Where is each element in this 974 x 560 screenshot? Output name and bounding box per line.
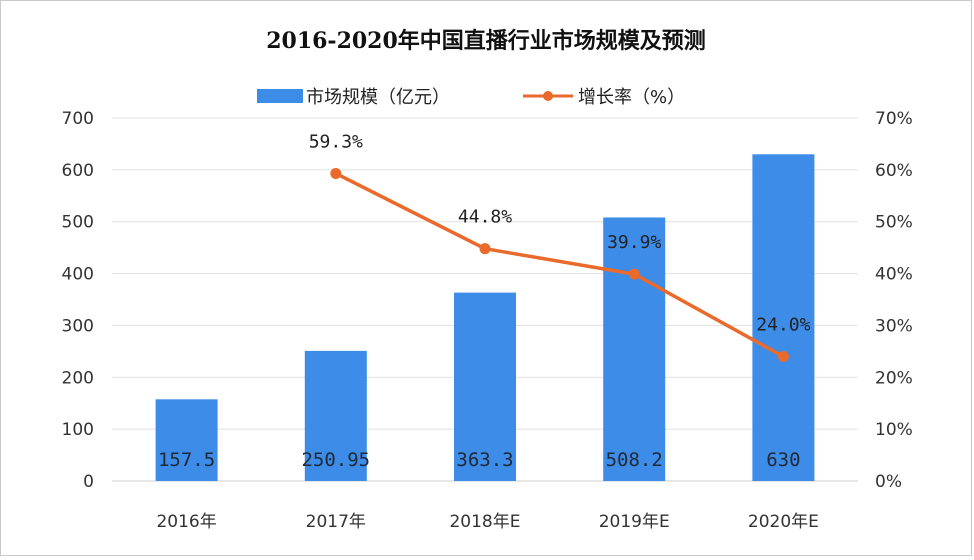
right-tick-label: 20% bbox=[875, 368, 913, 388]
bar bbox=[603, 217, 666, 481]
bar-value-label: 250.95 bbox=[301, 449, 370, 471]
gridlines bbox=[112, 117, 858, 482]
bar-value-label: 630 bbox=[766, 449, 800, 471]
left-tick-label: 500 bbox=[62, 213, 94, 233]
growth-marker bbox=[330, 167, 342, 179]
growth-marker bbox=[777, 351, 789, 363]
right-tick-label: 40% bbox=[875, 265, 913, 285]
legend: 市场规模（亿元） 增长率（%） bbox=[257, 87, 685, 108]
bar-value-label: 157.5 bbox=[158, 449, 215, 471]
right-tick-label: 70% bbox=[875, 109, 913, 129]
left-tick-label: 600 bbox=[62, 161, 94, 181]
growth-value-label: 24.0% bbox=[756, 315, 810, 336]
legend-line-marker bbox=[543, 91, 553, 101]
bar bbox=[454, 292, 516, 481]
left-axis: 0 100 200 300 400 500 600 700 bbox=[62, 109, 94, 492]
growth-marker bbox=[479, 243, 491, 255]
x-tick-label: 2017年 bbox=[306, 512, 366, 532]
left-tick-label: 0 bbox=[83, 472, 94, 492]
x-axis: 2016年 2017年 2018年E 2019年E 2020年E bbox=[156, 512, 818, 532]
left-tick-label: 700 bbox=[62, 109, 94, 129]
growth-marker bbox=[628, 268, 640, 280]
legend-bar-label: 市场规模（亿元） bbox=[306, 87, 450, 108]
left-tick-label: 300 bbox=[62, 316, 94, 336]
right-tick-label: 50% bbox=[875, 213, 913, 233]
line-series: 59.3% 44.8% 39.9% 24.0% bbox=[309, 131, 811, 363]
bar-value-label: 363.3 bbox=[456, 449, 513, 471]
growth-value-label: 39.9% bbox=[607, 232, 661, 253]
bar bbox=[304, 350, 367, 481]
bar bbox=[155, 399, 218, 481]
left-tick-label: 200 bbox=[62, 368, 94, 388]
legend-bar-swatch bbox=[257, 89, 303, 103]
right-tick-label: 60% bbox=[875, 161, 913, 181]
growth-line bbox=[335, 171, 785, 359]
chart-title: 2016-2020年中国直播行业市场规模及预测 bbox=[266, 28, 706, 54]
bar-value-label: 508.2 bbox=[606, 449, 663, 471]
right-tick-label: 0% bbox=[875, 472, 902, 492]
bar bbox=[752, 154, 815, 482]
right-axis: 0% 10% 20% 30% 40% 50% 60% 70% bbox=[875, 109, 913, 492]
left-tick-label: 400 bbox=[62, 265, 94, 285]
x-tick-label: 2018年E bbox=[449, 512, 520, 532]
x-tick-label: 2016年 bbox=[156, 512, 216, 532]
growth-value-label: 44.8% bbox=[458, 207, 512, 228]
right-tick-label: 10% bbox=[875, 420, 913, 440]
right-tick-label: 30% bbox=[875, 316, 913, 336]
left-tick-label: 100 bbox=[62, 420, 94, 440]
x-tick-label: 2020年E bbox=[748, 512, 819, 532]
x-tick-label: 2019年E bbox=[599, 512, 670, 532]
growth-value-label: 59.3% bbox=[309, 131, 363, 152]
legend-line-label: 增长率（%） bbox=[578, 87, 685, 108]
bar-series: 157.5 250.95 363.3 508.2 630 bbox=[155, 154, 815, 482]
